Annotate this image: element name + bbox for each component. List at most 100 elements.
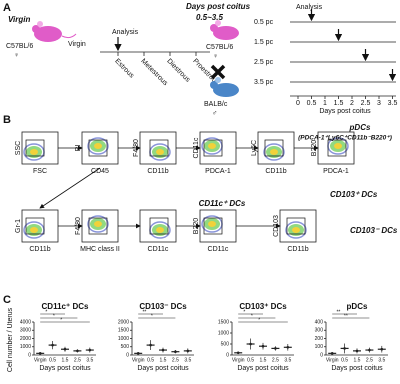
mouse-icon	[210, 77, 239, 97]
x-axis-label: CD11b	[29, 246, 50, 253]
x-tick-label: 1.5	[354, 357, 361, 363]
mean-dot	[161, 348, 165, 352]
x-tick-label: 3.5	[378, 357, 385, 363]
mean-dot	[343, 347, 346, 350]
chart: CD103⁻ DCs 0 500 1000 1500 2000 Virgin 0.5 1.5 2.…	[118, 302, 194, 372]
tick-label: 0	[296, 100, 300, 107]
gate	[88, 217, 108, 235]
x-tick-label: Virgin	[34, 357, 47, 363]
y-tick-label: 2000	[118, 319, 129, 325]
mean-dot	[136, 352, 140, 355]
significance: *	[251, 313, 253, 319]
group-label: 1.5 pc	[254, 39, 274, 46]
density	[208, 143, 216, 149]
density	[208, 221, 216, 227]
significance: *	[151, 313, 153, 319]
x-axis-label: CD45	[91, 168, 109, 175]
x-tick-label: 1.5	[160, 357, 167, 363]
gate-definition: (PDCA-1⁺Ly6C⁺CD11b⁻B220⁺)	[298, 135, 392, 142]
x-axis-label: Days post coitus	[137, 365, 189, 372]
mean-dot	[149, 343, 152, 347]
density	[156, 227, 164, 233]
significance: *	[60, 317, 62, 323]
x-tick-label: 2.5	[272, 357, 279, 363]
density	[270, 149, 278, 155]
tick-label: 1.5	[334, 100, 344, 107]
gate	[286, 217, 306, 235]
x-axis-label: PDCA-1	[205, 168, 231, 175]
y-tick-label: 200	[315, 336, 324, 342]
x-tick-label: 3.5	[284, 357, 291, 363]
flow-plot: CD11c	[139, 209, 177, 253]
gate	[327, 139, 347, 157]
density	[94, 221, 102, 227]
y-tick-label: 2000	[20, 336, 31, 342]
gate	[203, 217, 223, 235]
gate-title: CD11c⁺ DCs	[199, 199, 246, 208]
chart-title: CD103⁻ DCs	[139, 302, 187, 311]
flow-plot: Gr-1 CD11b	[15, 209, 59, 253]
gate-title: pDCs	[349, 123, 371, 132]
y-tick-label: 4000	[20, 319, 31, 325]
x-axis-label: CD11c	[148, 246, 169, 253]
tick-label: 1	[323, 100, 327, 107]
analysis: Analysis	[112, 29, 139, 36]
mean-dot	[355, 349, 359, 353]
x-axis-label: PDCA-1	[323, 168, 349, 175]
x-tick-label: 3.5	[184, 357, 191, 363]
x-tick-label: 0.5	[247, 357, 254, 363]
mouse-icon	[32, 21, 77, 42]
x-tick-label: 1.5	[62, 357, 69, 363]
strain: BALB/c	[204, 101, 228, 108]
mean-dot	[63, 347, 67, 351]
density	[263, 143, 285, 161]
x-axis-label: CD11b	[287, 246, 308, 253]
x-tick-label: 0.5	[147, 357, 154, 363]
y-axis-label: SSC	[15, 141, 22, 155]
y-axis-label: Cell number / Uterus	[7, 307, 14, 372]
y-tick-label: 0	[126, 352, 129, 358]
mean-dot	[88, 348, 92, 352]
mean-dot	[380, 347, 384, 351]
connector	[39, 167, 101, 209]
gate	[149, 217, 169, 235]
significance: *	[53, 313, 55, 319]
y-tick-label: 1500	[118, 328, 129, 334]
x-tick-label: 1.5	[260, 357, 267, 363]
state: Virgin	[68, 41, 86, 48]
y-tick-label: 100	[315, 344, 324, 350]
mean-dot	[286, 346, 290, 349]
y-axis-label: Gr-1	[15, 219, 22, 233]
significance: **	[142, 309, 146, 315]
mean-dot	[51, 343, 54, 347]
x-tick-label: 0.5	[49, 357, 56, 363]
gate	[264, 139, 284, 157]
x-tick-label: 2.5	[366, 357, 373, 363]
mean-dot	[330, 352, 334, 355]
x-tick-label: Virgin	[326, 357, 339, 363]
significance: *	[243, 309, 245, 315]
mean-dot	[236, 351, 240, 355]
x-tick-label: 2.5	[74, 357, 81, 363]
density	[30, 149, 38, 155]
group-label: 3.5 pc	[254, 79, 274, 86]
mean-dot	[38, 352, 42, 355]
tick-label: 2	[350, 100, 354, 107]
density	[292, 227, 300, 233]
x-axis-label: CD11c	[208, 246, 229, 253]
y-tick-label: 0	[320, 352, 323, 358]
y-tick-label: 1000	[118, 336, 129, 342]
panel-label: B	[3, 114, 11, 126]
gate	[25, 217, 45, 235]
group-title: Virgin	[8, 15, 30, 24]
chart-title: CD11c⁺ DCs	[42, 302, 89, 311]
sex: ♀	[213, 53, 218, 60]
density	[87, 137, 109, 155]
chart-title: CD103⁺ DCs	[239, 302, 287, 311]
x-axis-label: CD11b	[265, 168, 286, 175]
significance: *	[258, 317, 260, 323]
chart: CD11c⁺ DCs 0 1000 2000 3000 4000 Virgin 0.5 1.5 2…	[7, 302, 96, 372]
